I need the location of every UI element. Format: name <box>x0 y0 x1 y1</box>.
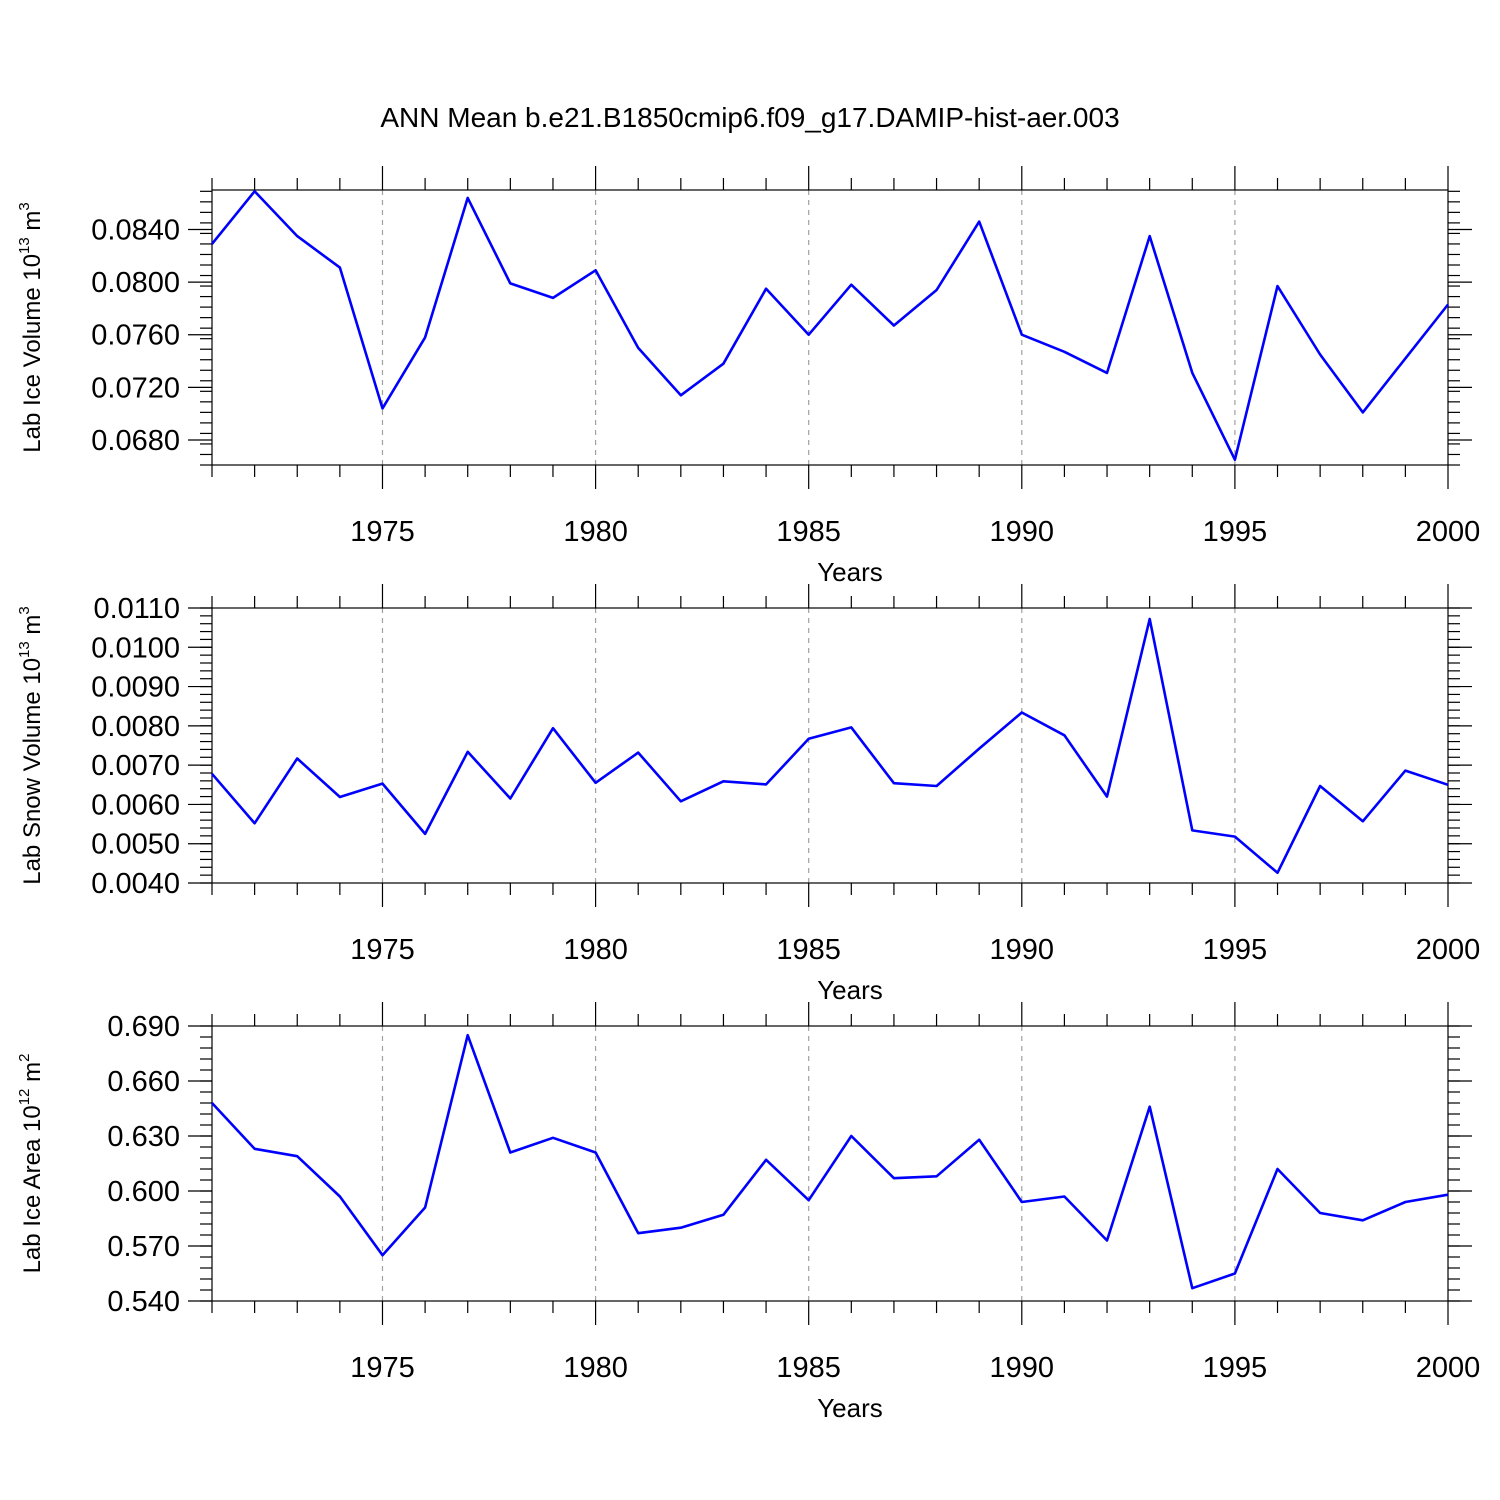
x-tick-label: 1985 <box>776 1352 841 1384</box>
x-tick-label: 2000 <box>1416 1352 1481 1384</box>
x-tick-label: 1990 <box>990 934 1055 966</box>
y-tick-label: 0.0800 <box>91 267 180 299</box>
y-axis-title: Lab Ice Volume 1013 m3 <box>16 202 46 453</box>
panel-2: 0.0040 0.0050 0.0060 0.0070 0.0080 0.0090 0.01… <box>16 584 1480 1005</box>
series-line <box>210 190 1450 462</box>
plot-frame <box>211 189 1449 466</box>
panels: 0.0680 0.0720 0.0760 0.0800 0.0840 1975 1980 19… <box>16 166 1480 1423</box>
series-line <box>211 1033 1449 1290</box>
x-tick-label: 1990 <box>990 516 1055 548</box>
y-tick-label: 0.570 <box>107 1231 180 1263</box>
x-tick-label: 1995 <box>1203 934 1268 966</box>
x-tick-label: 2000 <box>1416 516 1481 548</box>
panel-3: 0.540 0.570 0.600 0.630 0.660 0.690 1975 1980 19… <box>16 1002 1480 1423</box>
x-tick-label: 1975 <box>350 934 415 966</box>
x-tick-label: 1975 <box>350 516 415 548</box>
x-tick-label: 1985 <box>776 934 841 966</box>
x-axis-title: Years <box>817 557 883 587</box>
y-tick-label: 0.0720 <box>91 372 180 404</box>
x-tick-label: 1995 <box>1203 1352 1268 1384</box>
x-tick-label: 1985 <box>776 516 841 548</box>
y-tick-label: 0.0100 <box>91 632 180 664</box>
y-tick-label: 0.0080 <box>91 711 180 743</box>
x-tick-label: 1980 <box>563 934 628 966</box>
y-tick-label: 0.0040 <box>91 868 180 900</box>
plot-frame <box>211 607 1449 884</box>
y-tick-label: 0.0680 <box>91 425 180 457</box>
y-tick-label: 0.660 <box>107 1066 180 1098</box>
y-tick-label: 0.0110 <box>93 593 180 625</box>
x-tick-label: 1990 <box>990 1352 1055 1384</box>
panel-1: 0.0680 0.0720 0.0760 0.0800 0.0840 1975 1980 19… <box>16 166 1480 587</box>
plot-frame <box>211 1025 1449 1302</box>
y-tick-label: 0.0840 <box>91 214 180 246</box>
y-tick-label: 0.0060 <box>91 789 180 821</box>
y-axis-title: Lab Snow Volume 1013 m3 <box>16 606 46 885</box>
y-axis-title: Lab Ice Area 1012 m2 <box>16 1054 46 1274</box>
y-tick-label: 0.0090 <box>91 672 180 704</box>
x-tick-label: 1975 <box>350 1352 415 1384</box>
y-tick-label: 0.0050 <box>91 829 180 861</box>
y-tick-label: 0.0760 <box>91 320 180 352</box>
y-tick-label: 0.540 <box>107 1286 180 1318</box>
x-tick-label: 1980 <box>563 1352 628 1384</box>
figure-title: ANN Mean b.e21.B1850cmip6.f09_g17.DAMIP-… <box>380 102 1119 133</box>
x-tick-label: 1980 <box>563 516 628 548</box>
y-tick-label: 0.0070 <box>91 750 180 782</box>
y-tick-label: 0.630 <box>107 1121 180 1153</box>
x-axis-title: Years <box>817 1393 883 1423</box>
x-axis-title: Years <box>817 975 883 1005</box>
x-tick-label: 2000 <box>1416 934 1481 966</box>
series-line <box>211 617 1449 875</box>
y-tick-label: 0.690 <box>107 1011 180 1043</box>
y-tick-label: 0.600 <box>107 1176 180 1208</box>
x-tick-label: 1995 <box>1203 516 1268 548</box>
